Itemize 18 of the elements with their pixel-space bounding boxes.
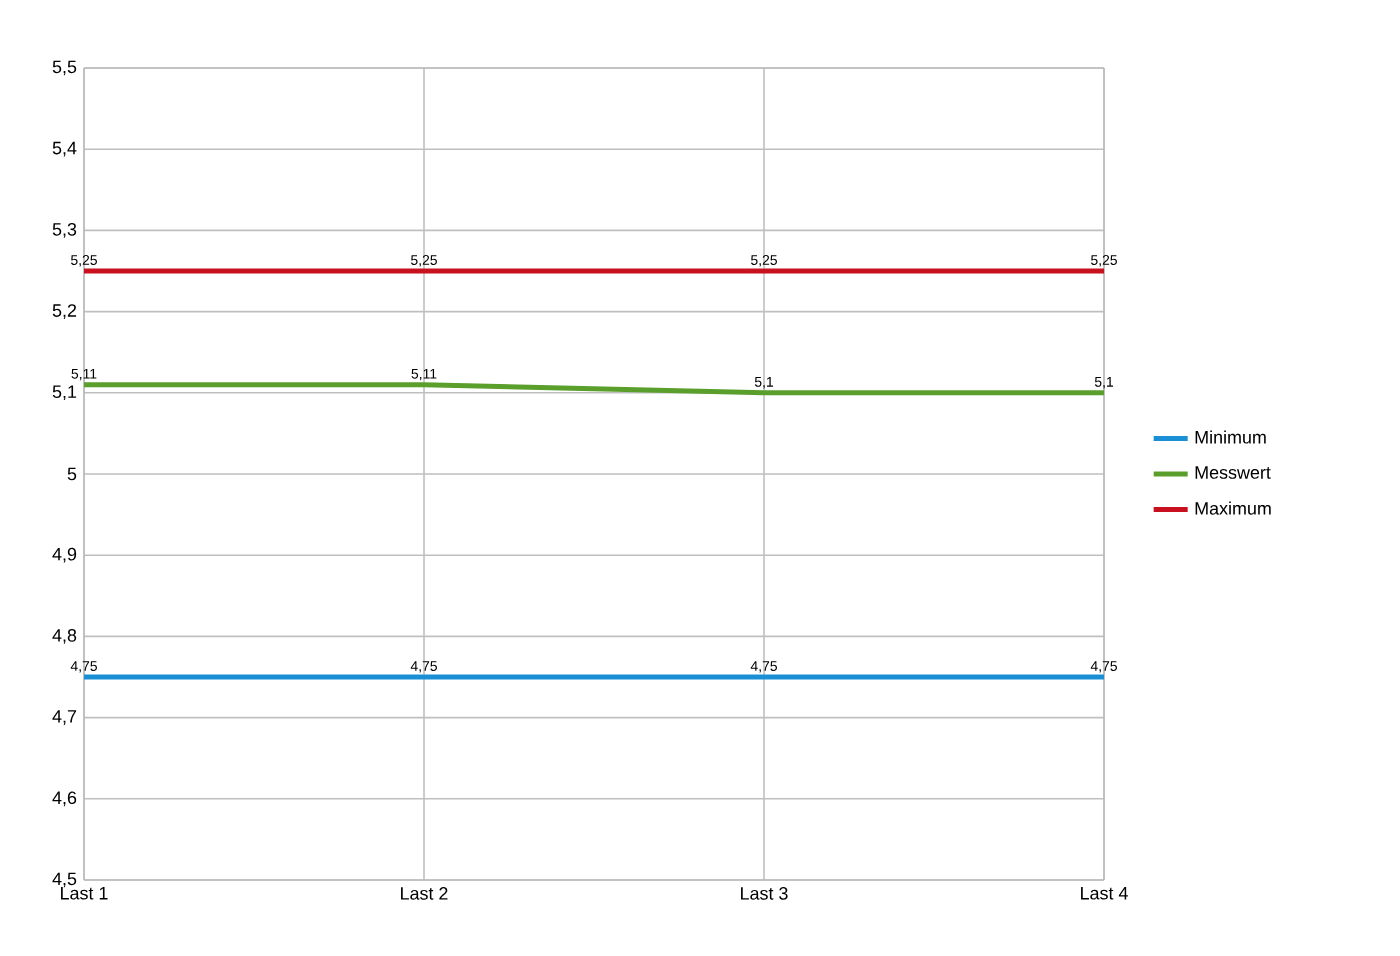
y-tick-label: 5 — [67, 467, 77, 481]
y-tick-label: 4,6 — [52, 791, 77, 807]
y-tick-label: 4,5 — [52, 872, 77, 888]
y-tick-label: 5,2 — [52, 304, 77, 319]
legend-label: Messwert — [1195, 466, 1271, 479]
x-tick-label: Last 2 — [401, 887, 448, 900]
y-tick-label: 5,1 — [52, 385, 77, 401]
y-tick-label: 5,3 — [52, 222, 77, 238]
x-tick-label: Last 3 — [741, 887, 788, 900]
y-tick-label: 5,4 — [52, 141, 77, 157]
x-tick-label: Last 1 — [61, 887, 108, 900]
y-tick-label: 4,7 — [52, 710, 77, 725]
y-tick-label: 5,5 — [52, 60, 77, 76]
legend-label: Minimum — [1195, 430, 1266, 444]
x-tick-label: Last 4 — [1081, 887, 1128, 900]
legend-label: Maximum — [1195, 501, 1271, 515]
y-tick-label: 4,8 — [52, 628, 77, 644]
y-tick-label: 4,9 — [52, 547, 77, 563]
